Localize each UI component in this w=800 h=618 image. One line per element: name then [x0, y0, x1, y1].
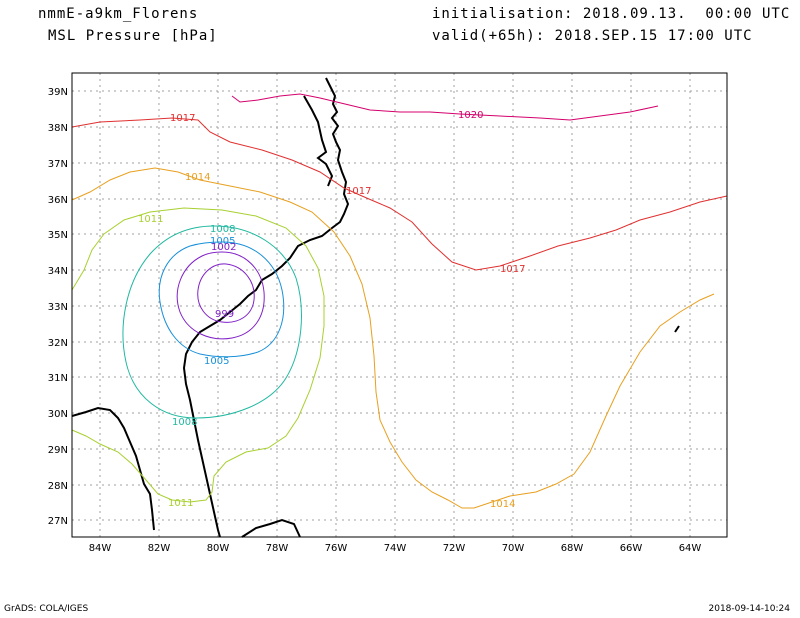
lat-label: 27N	[48, 516, 68, 527]
lat-label: 36N	[48, 195, 68, 206]
lat-label: 34N	[48, 266, 68, 277]
lat-label: 39N	[48, 87, 68, 98]
lat-label: 32N	[48, 338, 68, 349]
lon-label: 70W	[502, 543, 525, 554]
lon-label: 82W	[148, 543, 171, 554]
label-1011-north: 1011	[138, 214, 163, 225]
lon-label: 76W	[325, 543, 348, 554]
isobar-1011	[71, 207, 325, 503]
lon-label: 84W	[89, 543, 112, 554]
label-1017-west: 1017	[170, 113, 195, 124]
lat-label: 35N	[48, 230, 68, 241]
initialisation-time: initialisation: 2018.09.13. 00:00 UTC	[432, 6, 791, 22]
lat-label: 37N	[48, 159, 68, 170]
label-999: 999	[215, 309, 234, 320]
longitude-axis: 84W 82W 80W 78W 76W 74W 72W 70W 68W 66W …	[89, 543, 702, 554]
isobar-1008	[122, 225, 302, 419]
valid-time: valid(+65h): 2018.SEP.15 17:00 UTC	[432, 28, 753, 44]
coastline	[71, 77, 680, 538]
label-1011-south: 1011	[168, 498, 193, 509]
isobar-1020	[231, 93, 659, 121]
lon-label: 78W	[266, 543, 289, 554]
label-1017-coast: 1017	[346, 186, 371, 197]
model-title: nmmE-a9km_Florens	[38, 6, 199, 22]
lon-label: 72W	[443, 543, 466, 554]
isobar-999	[197, 263, 255, 323]
label-1014-south: 1014	[490, 499, 515, 510]
label-1005-south: 1005	[204, 356, 229, 367]
map-frame	[71, 72, 728, 538]
lat-label: 33N	[48, 302, 68, 313]
render-timestamp: 2018-09-14-10:24	[708, 604, 791, 614]
lon-label: 64W	[679, 543, 702, 554]
grid-lines	[72, 73, 727, 537]
lat-label: 29N	[48, 445, 68, 456]
isobar-1005	[158, 241, 285, 358]
isobar-1017	[71, 117, 728, 271]
lon-label: 66W	[620, 543, 643, 554]
lon-label: 74W	[384, 543, 407, 554]
label-1005-north: 1005	[210, 236, 235, 247]
grads-credit: GrADS: COLA/IGES	[4, 604, 89, 614]
latitude-axis: 39N 38N 37N 36N 35N 34N 33N 32N 31N 30N …	[48, 87, 68, 527]
lat-label: 31N	[48, 373, 68, 384]
isobar-1014	[71, 167, 715, 509]
lon-label: 68W	[561, 543, 584, 554]
label-1017-east: 1017	[500, 264, 525, 275]
label-1020: 1020	[458, 110, 483, 121]
label-1014-north: 1014	[185, 172, 210, 183]
lat-label: 38N	[48, 123, 68, 134]
label-1008-north: 1008	[210, 224, 235, 235]
label-1002: 1002	[211, 242, 236, 253]
isobar-1002	[176, 251, 265, 340]
field-title: MSL Pressure [hPa]	[48, 28, 218, 44]
lat-label: 30N	[48, 409, 68, 420]
lat-label: 28N	[48, 481, 68, 492]
label-1008-south: 1008	[172, 417, 197, 428]
lon-label: 80W	[207, 543, 230, 554]
